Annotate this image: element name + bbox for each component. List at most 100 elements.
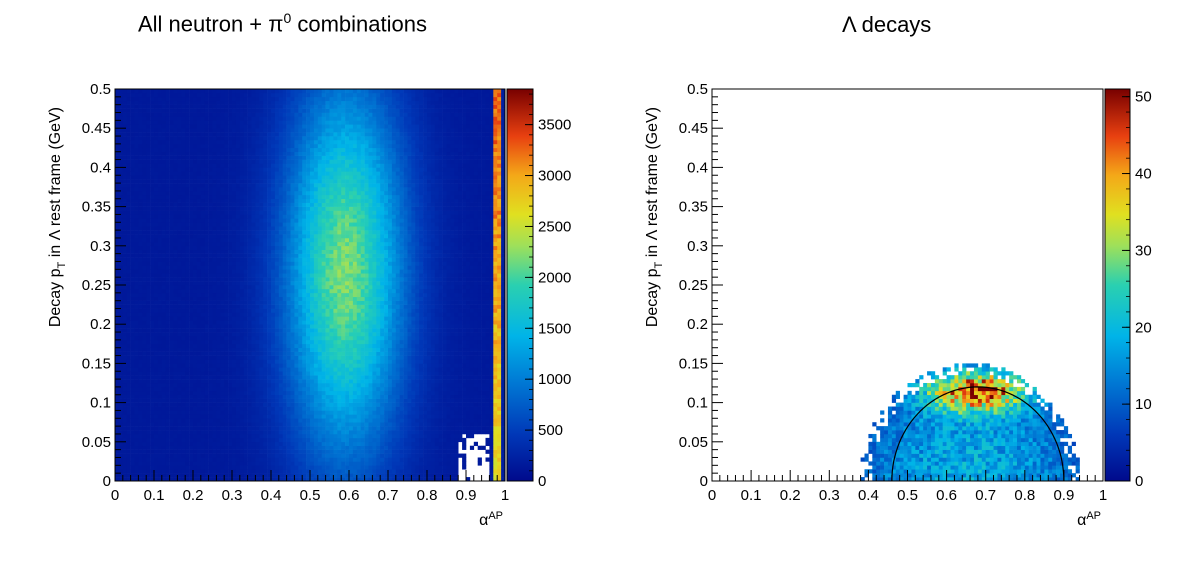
- heatmap-cell: [298, 465, 303, 470]
- heatmap-cell: [271, 312, 276, 317]
- heatmap-cell: [228, 187, 233, 192]
- heatmap-cell: [138, 183, 143, 188]
- heatmap-cell: [193, 347, 198, 352]
- heatmap-cell: [224, 410, 229, 415]
- heatmap-cell: [204, 155, 209, 160]
- heatmap-cell: [247, 339, 252, 345]
- heatmap-cell: [154, 143, 159, 149]
- heatmap-cell: [146, 312, 151, 317]
- heatmap-cell: [130, 230, 135, 235]
- heatmap-cell: [294, 132, 299, 137]
- heatmap-cell: [294, 202, 299, 207]
- heatmap-cell: [150, 347, 155, 352]
- heatmap-cell: [165, 92, 170, 98]
- heatmap-cell: [181, 171, 186, 176]
- heatmap-cell: [142, 218, 147, 223]
- heatmap-cell: [185, 477, 190, 482]
- heatmap-cell: [235, 328, 241, 333]
- heatmap-cell: [282, 261, 287, 266]
- heatmap-cell: [228, 269, 233, 274]
- heatmap-cell: [204, 230, 209, 235]
- heatmap-cell: [298, 363, 303, 368]
- heatmap-cell: [126, 414, 131, 419]
- heatmap-cell: [306, 234, 311, 239]
- heatmap-cell: [200, 394, 205, 399]
- heatmap-cell: [196, 281, 202, 286]
- heatmap-cell: [185, 308, 190, 313]
- heatmap-cell: [126, 206, 131, 211]
- heatmap-cell: [278, 183, 283, 188]
- heatmap-cell: [134, 418, 139, 423]
- heatmap-cell: [282, 453, 287, 458]
- heatmap-cell: [165, 245, 170, 251]
- heatmap-cell: [298, 175, 303, 180]
- heatmap-cell: [157, 363, 163, 368]
- heatmap-cell: [267, 324, 272, 329]
- heatmap-cell: [185, 339, 190, 345]
- heatmap-cell: [259, 414, 264, 419]
- heatmap-cell: [274, 151, 280, 156]
- heatmap-cell: [181, 347, 186, 352]
- heatmap-cell: [298, 249, 303, 254]
- heatmap-cell: [224, 269, 229, 274]
- heatmap-cell: [115, 418, 120, 423]
- heatmap-cell: [232, 253, 237, 258]
- heatmap-cell: [286, 445, 291, 450]
- heatmap-cell: [259, 308, 264, 313]
- heatmap-cell: [157, 383, 163, 388]
- heatmap-cell: [251, 136, 256, 141]
- heatmap-cell: [267, 300, 272, 305]
- heatmap-cell: [208, 124, 213, 129]
- heatmap-cell: [189, 108, 194, 113]
- heatmap-cell: [228, 151, 233, 156]
- heatmap-cell: [185, 249, 190, 254]
- heatmap-cell: [169, 234, 174, 239]
- heatmap-cell: [243, 104, 248, 109]
- heatmap-cell: [208, 89, 213, 94]
- heatmap-cell: [263, 190, 268, 196]
- heatmap-cell: [224, 206, 229, 211]
- heatmap-cell: [243, 214, 248, 219]
- heatmap-cell: [118, 198, 124, 203]
- heatmap-cell: [274, 288, 280, 294]
- heatmap-cell: [286, 92, 291, 98]
- heatmap-cell: [306, 175, 311, 180]
- heatmap-cell: [196, 234, 202, 239]
- heatmap-cell: [181, 187, 186, 192]
- heatmap-cell: [302, 265, 307, 270]
- heatmap-cell: [189, 92, 194, 98]
- heatmap-cell: [130, 359, 135, 364]
- heatmap-cell: [138, 261, 143, 266]
- heatmap-cell: [161, 222, 166, 227]
- heatmap-cell: [208, 230, 213, 235]
- heatmap-cell: [298, 112, 303, 117]
- heatmap-cell: [278, 226, 283, 231]
- heatmap-cell: [247, 175, 252, 180]
- heatmap-cell: [212, 418, 217, 423]
- heatmap-cell: [189, 116, 194, 121]
- heatmap-cell: [134, 292, 139, 298]
- heatmap-cell: [267, 190, 272, 196]
- heatmap-cell: [150, 277, 155, 282]
- heatmap-cell: [228, 390, 233, 396]
- heatmap-cell: [271, 379, 276, 384]
- heatmap-cell: [274, 163, 280, 168]
- heatmap-cell: [282, 143, 287, 149]
- heatmap-cell: [142, 277, 147, 282]
- heatmap-cell: [251, 390, 256, 396]
- heatmap-cell: [282, 155, 287, 160]
- heatmap-cell: [251, 269, 256, 274]
- heatmap-cell: [196, 410, 202, 415]
- heatmap-cell: [251, 265, 256, 270]
- heatmap-cell: [196, 328, 202, 333]
- heatmap-cell: [189, 210, 194, 215]
- heatmap-cell: [298, 445, 303, 450]
- heatmap-cell: [290, 249, 295, 254]
- heatmap-cell: [138, 328, 143, 333]
- heatmap-cell: [220, 304, 225, 309]
- heatmap-cell: [118, 136, 124, 141]
- heatmap-cell: [146, 453, 151, 458]
- heatmap-cell: [122, 253, 127, 258]
- heatmap-cell: [146, 269, 151, 274]
- heatmap-cell: [294, 245, 299, 251]
